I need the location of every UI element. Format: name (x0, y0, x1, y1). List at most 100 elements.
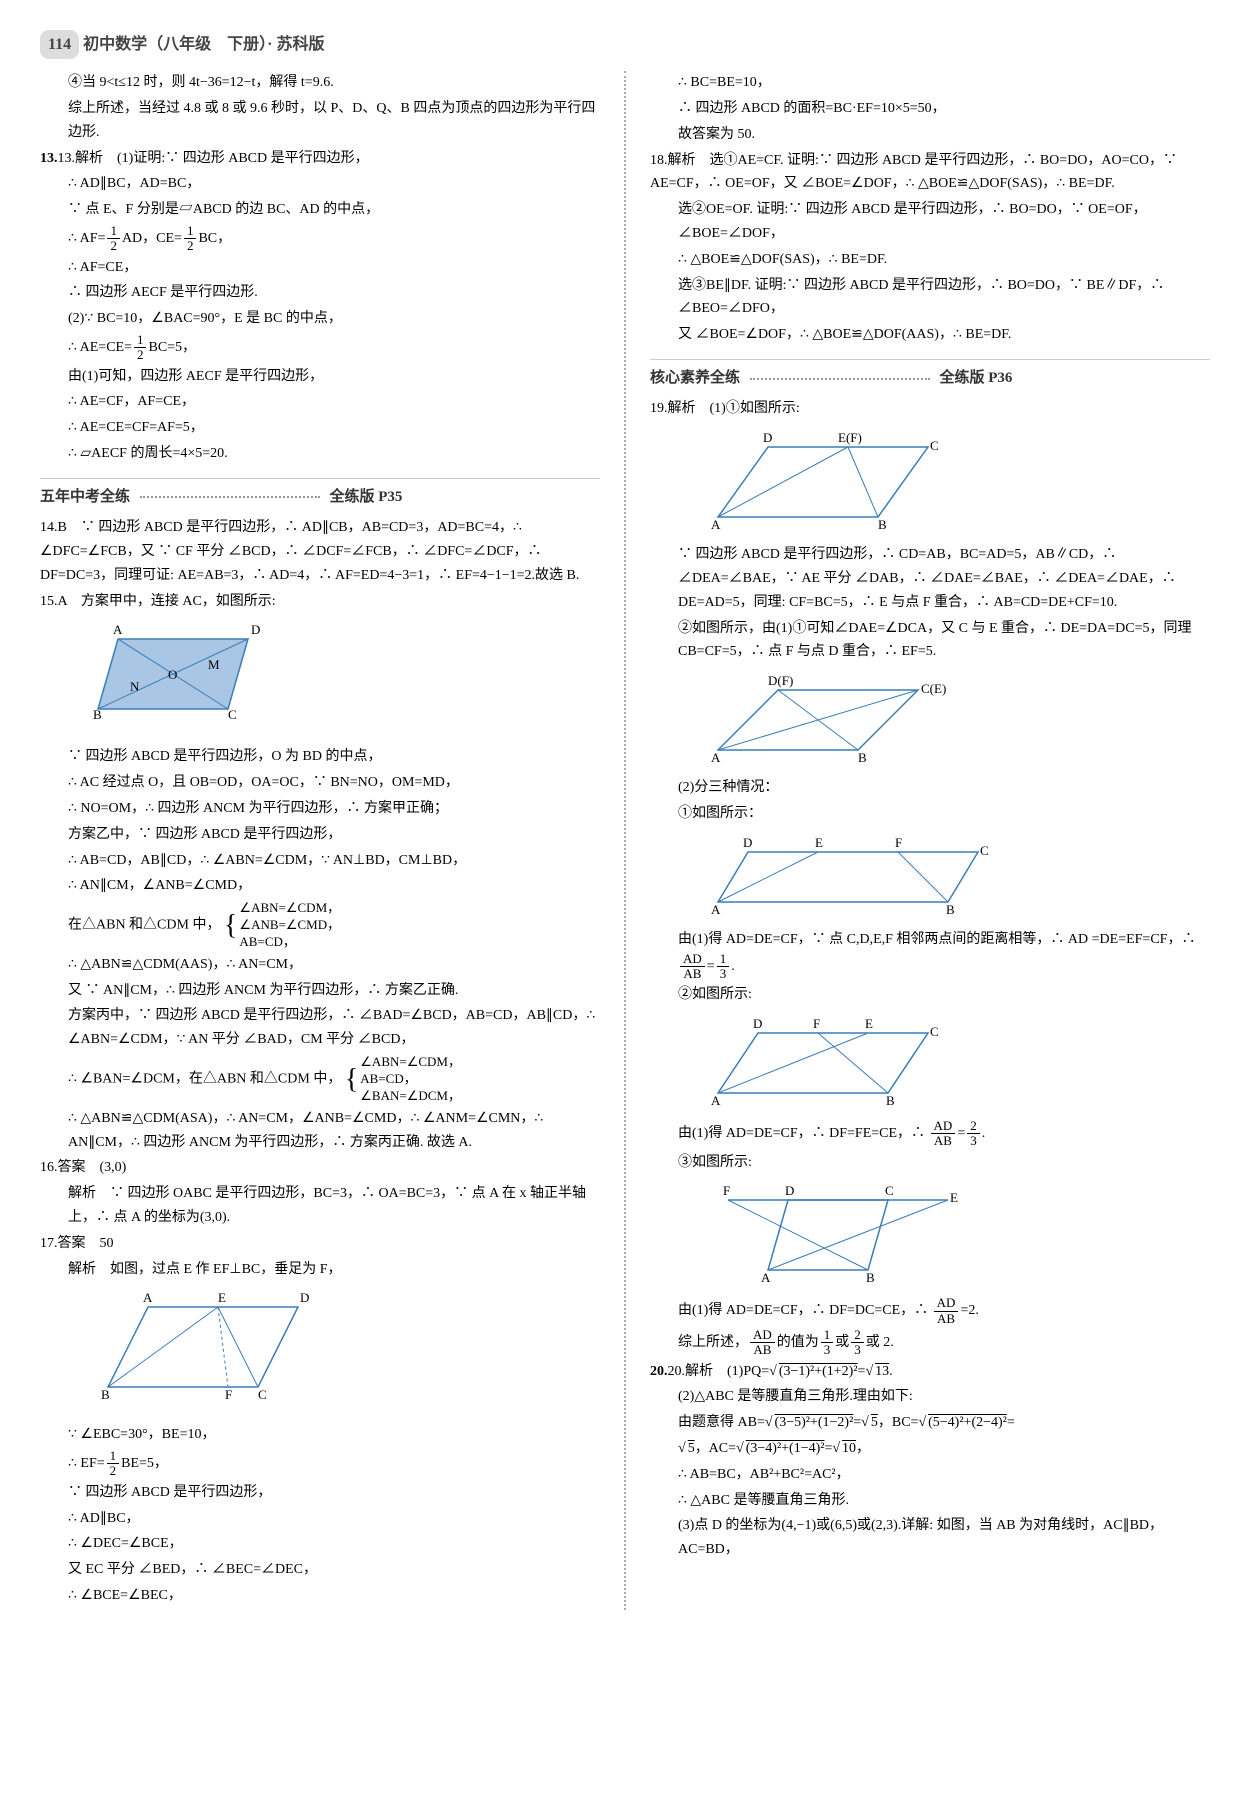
svg-text:F: F (723, 1183, 730, 1198)
svg-text:C: C (980, 843, 989, 858)
text: ， (856, 1441, 870, 1456)
dot-leader (750, 378, 930, 380)
svg-text:F: F (225, 1387, 232, 1402)
text-line: ③如图所示: (650, 1151, 1210, 1175)
fraction: 13 (717, 952, 730, 982)
svg-text:E: E (950, 1190, 958, 1205)
numerator: AD (931, 1119, 956, 1134)
text-line: (2)分三种情况： (650, 776, 1210, 800)
text-line: ∴ △ABN≌△CDM(AAS)，∴ AN=CM， (40, 953, 600, 977)
text-line: ∴ AD∥BC， (40, 1507, 600, 1531)
figure-6: D F E C A B (678, 1013, 958, 1113)
svg-text:E: E (815, 835, 823, 850)
text-line: ∵ ∠EBC=30°，BE=10， (40, 1423, 600, 1447)
text-line: 由(1)得 AD=DE=CF，∴ DF=DC=CE，∴ ADAB=2. (650, 1296, 1210, 1326)
text-line: ∴ ∠DEC=∠BCE， (40, 1532, 600, 1556)
svg-text:B: B (101, 1387, 110, 1402)
text-line: ∴ EF=12BE=5， (40, 1449, 600, 1479)
text: = (853, 1415, 861, 1430)
page-header: 114 初中数学（八年级 下册）· 苏科版 (40, 30, 1210, 59)
sqrt: (3−1)²+(1+2)² (777, 1364, 858, 1379)
title-text: 五年中考全练 (40, 489, 130, 505)
left-column: ④当 9<t≤12 时，则 4t−36=12−t，解得 t=9.6. 综上所述，… (40, 71, 600, 1610)
figure-parallelogram-1: A D B C O M N (68, 619, 288, 739)
fraction: ADAB (750, 1328, 775, 1358)
text: 或 2. (866, 1335, 894, 1350)
section-title: 核心素养全练 全练版 P36 (650, 359, 1210, 392)
text: . (731, 959, 735, 974)
text-line: ∴ AC 经过点 O，且 OB=OD，OA=OC，∵ BN=NO，OM=MD， (40, 771, 600, 795)
text-line: 13.13.解析 (1)证明:∵ 四边形 ABCD 是平行四边形， (40, 147, 600, 171)
text-line: ∴ NO=OM，∴ 四边形 ANCM 为平行四边形，∴ 方案甲正确； (40, 797, 600, 821)
text-line: ∴ AE=CF，AF=CE， (40, 390, 600, 414)
denominator: 3 (717, 967, 730, 981)
figure-5: D E F C A B (678, 832, 998, 922)
right-column: ∴ BC=BE=10， ∴ 四边形 ABCD 的面积=BC·EF=10×5=50… (650, 71, 1210, 1610)
text-line: ∴ AN∥CM，∠ANB=∠CMD， (40, 874, 600, 898)
text: 由(1)得 AD=DE=CF，∴ DF=DC=CE，∴ (678, 1303, 932, 1318)
brace-content: ∠ABN=∠CDM， ∠ANB=∠CMD， AB=CD， (237, 900, 340, 951)
denominator: AB (680, 967, 705, 981)
svg-text:D: D (763, 430, 772, 445)
text: =2. (960, 1303, 978, 1318)
text-line: ∵ 四边形 ABCD 是平行四边形， (40, 1481, 600, 1505)
section-title: 五年中考全练 全练版 P35 (40, 478, 600, 511)
svg-text:B: B (93, 707, 102, 722)
text: 由题意得 AB= (678, 1415, 765, 1430)
text-line: ①如图所示： (650, 802, 1210, 826)
fraction: 23 (851, 1328, 864, 1358)
text-line: 18.解析 选①AE=CF. 证明:∵ 四边形 ABCD 是平行四边形，∴ BO… (650, 149, 1210, 197)
text-line: ∴ ∠BAN=∠DCM，在△ABN 和△CDM 中， { ∠ABN=∠CDM， … (40, 1054, 600, 1105)
text-line: ②如图所示: (650, 983, 1210, 1007)
text-line: 由题意得 AB=√(3−5)²+(1−2)²=√5，BC=√(5−4)²+(2−… (650, 1411, 1210, 1435)
text-line: 选②OE=OF. 证明:∵ 四边形 ABCD 是平行四边形，∴ BO=DO，∵ … (650, 198, 1210, 246)
brace-content: ∠ABN=∠CDM， AB=CD， ∠BAN=∠DCM， (358, 1054, 461, 1105)
svg-text:B: B (866, 1270, 875, 1285)
text-line: ∴ ▱AECF 的周长=4×5=20. (40, 442, 600, 466)
text-line: 综上所述，ADAB的值为13或23或 2. (650, 1328, 1210, 1358)
text-line: 又 ∠BOE=∠DOF，∴ △BOE≌△DOF(AAS)，∴ BE=DF. (650, 323, 1210, 347)
svg-text:B: B (878, 517, 887, 532)
fraction: 12 (107, 224, 120, 254)
denominator: AB (934, 1312, 959, 1326)
svg-text:A: A (761, 1270, 771, 1285)
svg-text:B: B (858, 750, 867, 765)
page-title: 初中数学（八年级 下册）· 苏科版 (83, 36, 324, 53)
figure-7: F D C E A B (678, 1180, 978, 1290)
text: BC， (198, 231, 231, 246)
text-line: 方案丙中，∵ 四边形 ABCD 是平行四边形，∴ ∠BAD=∠BCD，AB=CD… (40, 1004, 600, 1052)
fraction: 23 (967, 1119, 980, 1149)
text-line: ∴ 四边形 AECF 是平行四边形. (40, 281, 600, 305)
svg-text:N: N (130, 679, 140, 694)
dot-leader (140, 496, 320, 498)
svg-text:F: F (895, 835, 902, 850)
fraction: 12 (107, 1449, 120, 1479)
denominator: 3 (821, 1343, 834, 1357)
numerator: AD (680, 952, 705, 967)
text-line: 解析 如图，过点 E 作 EF⊥BC，垂足为 F， (40, 1258, 600, 1282)
text: ，AC= (695, 1441, 736, 1456)
sqrt: 5 (686, 1441, 695, 1456)
text: 的值为 (777, 1335, 819, 1350)
fraction: ADAB (934, 1296, 959, 1326)
text-line: ∵ 点 E、F 分别是▱ABCD 的边 BC、AD 的中点， (40, 198, 600, 222)
svg-text:A: A (711, 902, 721, 917)
numerator: 1 (821, 1328, 834, 1343)
text: ∠ABN=∠CDM， (360, 1054, 461, 1071)
text-line: ∴ △ABN≌△CDM(ASA)，∴ AN=CM，∠ANB=∠CMD，∴ ∠AN… (40, 1107, 600, 1155)
figure-4: D(F) C(E) A B (678, 670, 958, 770)
text-line: 由(1)可知，四边形 AECF 是平行四边形， (40, 365, 600, 389)
text-line: 14.B ∵ 四边形 ABCD 是平行四边形，∴ AD∥CB，AB=CD=3，A… (40, 516, 600, 587)
svg-text:A: A (113, 622, 123, 637)
text: 13.解析 (1)证明:∵ 四边形 ABCD 是平行四边形， (58, 151, 369, 166)
text-line: 20.20.解析 (1)PQ=√(3−1)²+(1+2)²=√13. (650, 1360, 1210, 1384)
svg-text:A: A (711, 1093, 721, 1108)
qnum: 20. (650, 1364, 668, 1379)
figure-3: D E(F) C A B (678, 427, 958, 537)
left-brace: { (224, 913, 237, 938)
text-line: √5，AC=√(3−4)²+(1−4)²=√10， (650, 1437, 1210, 1461)
text-line: 在△ABN 和△CDM 中， { ∠ABN=∠CDM， ∠ANB=∠CMD， A… (40, 900, 600, 951)
text-line: 综上所述，当经过 4.8 或 8 或 9.6 秒时，以 P、D、Q、B 四点为顶… (40, 97, 600, 145)
numerator: AD (934, 1296, 959, 1311)
numerator: AD (750, 1328, 775, 1343)
